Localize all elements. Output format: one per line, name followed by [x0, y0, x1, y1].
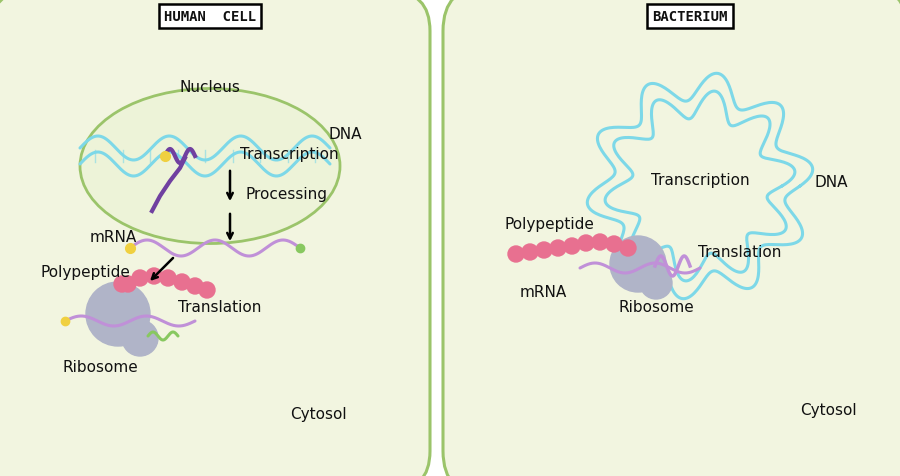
Text: Translation: Translation: [178, 299, 261, 314]
Text: mRNA: mRNA: [90, 229, 138, 245]
Text: Ribosome: Ribosome: [618, 299, 694, 314]
Text: Polypeptide: Polypeptide: [40, 265, 130, 279]
Text: Cytosol: Cytosol: [800, 402, 857, 417]
Circle shape: [550, 240, 566, 257]
Ellipse shape: [80, 89, 340, 244]
Circle shape: [620, 240, 636, 257]
Text: DNA: DNA: [815, 175, 849, 189]
Circle shape: [174, 275, 190, 290]
Text: Polypeptide: Polypeptide: [505, 217, 595, 231]
Text: Transcription: Transcription: [651, 173, 750, 188]
Text: Transcription: Transcription: [240, 147, 338, 162]
Circle shape: [146, 268, 162, 284]
Text: Translation: Translation: [698, 245, 781, 259]
Circle shape: [606, 237, 622, 252]
Circle shape: [592, 235, 608, 250]
Circle shape: [564, 238, 580, 255]
Circle shape: [522, 245, 538, 260]
Circle shape: [640, 268, 672, 299]
Circle shape: [199, 282, 215, 298]
Circle shape: [610, 237, 666, 292]
Circle shape: [120, 277, 136, 292]
Text: HUMAN  CELL: HUMAN CELL: [164, 10, 256, 24]
Text: Nucleus: Nucleus: [180, 80, 240, 95]
Text: BACTERIUM: BACTERIUM: [652, 10, 728, 24]
Text: Ribosome: Ribosome: [62, 359, 138, 374]
Circle shape: [160, 270, 176, 287]
Text: DNA: DNA: [328, 127, 362, 142]
Text: Processing: Processing: [245, 187, 327, 201]
Text: mRNA: mRNA: [520, 284, 567, 299]
Circle shape: [86, 282, 150, 346]
Circle shape: [187, 278, 203, 294]
Circle shape: [508, 247, 524, 262]
Text: Cytosol: Cytosol: [290, 406, 346, 421]
Circle shape: [114, 277, 130, 292]
Circle shape: [578, 236, 594, 251]
FancyBboxPatch shape: [0, 0, 430, 476]
FancyBboxPatch shape: [443, 0, 900, 476]
Circle shape: [122, 320, 158, 356]
Circle shape: [132, 270, 148, 287]
Circle shape: [536, 242, 552, 258]
